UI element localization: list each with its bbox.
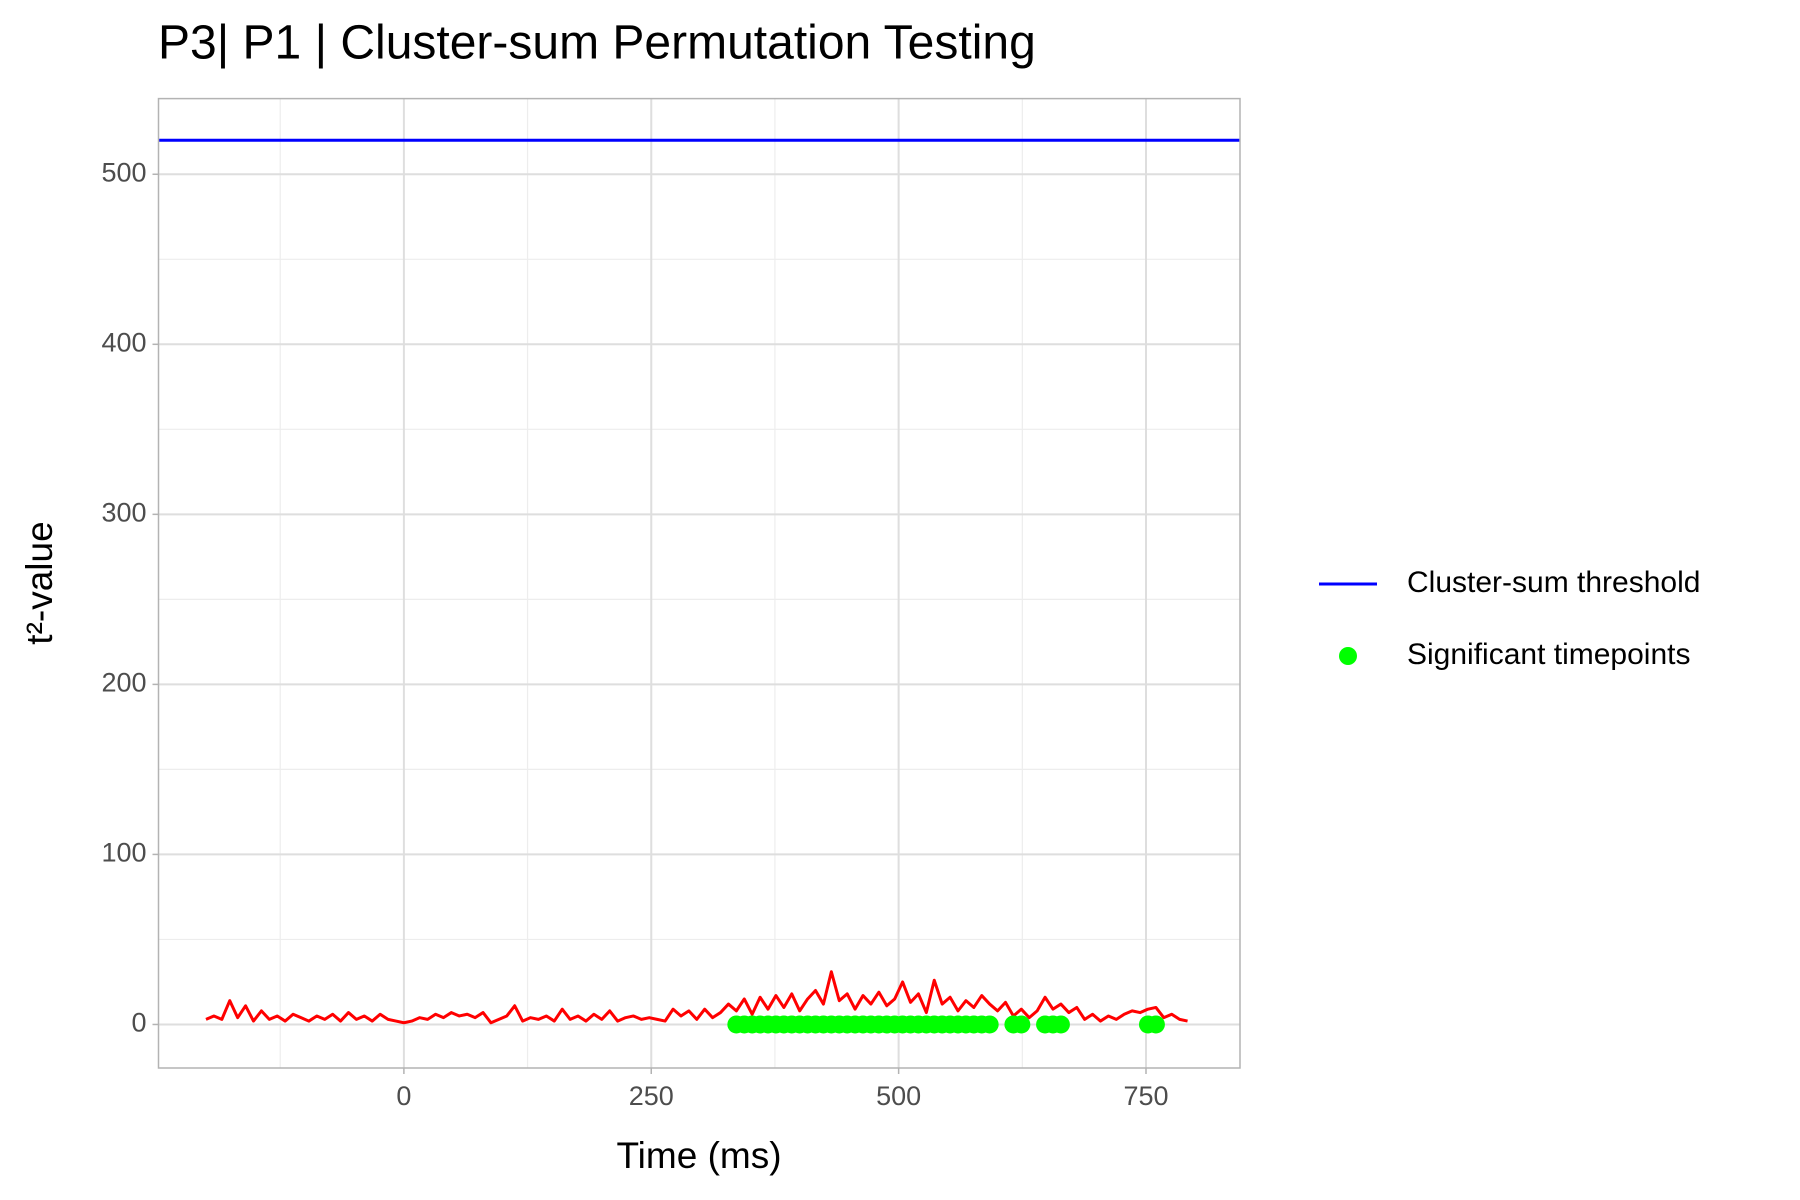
significant-point bbox=[1012, 1015, 1031, 1034]
x-tick-label: 250 bbox=[629, 1081, 674, 1111]
data-line bbox=[205, 970, 1188, 1025]
legend-key-point bbox=[1339, 647, 1357, 665]
x-axis-title: Time (ms) bbox=[616, 1135, 781, 1176]
chart-title: P3| P1 | Cluster-sum Permutation Testing bbox=[158, 17, 1036, 70]
y-tick-label: 200 bbox=[101, 668, 146, 698]
y-tick-label: 300 bbox=[101, 497, 146, 527]
x-tick-label: 500 bbox=[876, 1081, 921, 1111]
x-tick-label: 0 bbox=[396, 1081, 411, 1111]
significant-point bbox=[1146, 1015, 1165, 1034]
y-tick-label: 100 bbox=[101, 838, 146, 868]
significant-point bbox=[1051, 1015, 1070, 1034]
x-tick-label: 750 bbox=[1123, 1081, 1168, 1111]
panel-border bbox=[157, 97, 1241, 1069]
legend-label: Significant timepoints bbox=[1407, 638, 1690, 671]
significant-point bbox=[980, 1015, 999, 1034]
y-tick-label: 400 bbox=[101, 327, 146, 357]
y-tick-label: 500 bbox=[101, 157, 146, 187]
y-tick-label: 0 bbox=[131, 1008, 146, 1038]
y-axis-title: t²-value bbox=[19, 521, 60, 644]
legend-label: Cluster-sum threshold bbox=[1407, 566, 1700, 599]
